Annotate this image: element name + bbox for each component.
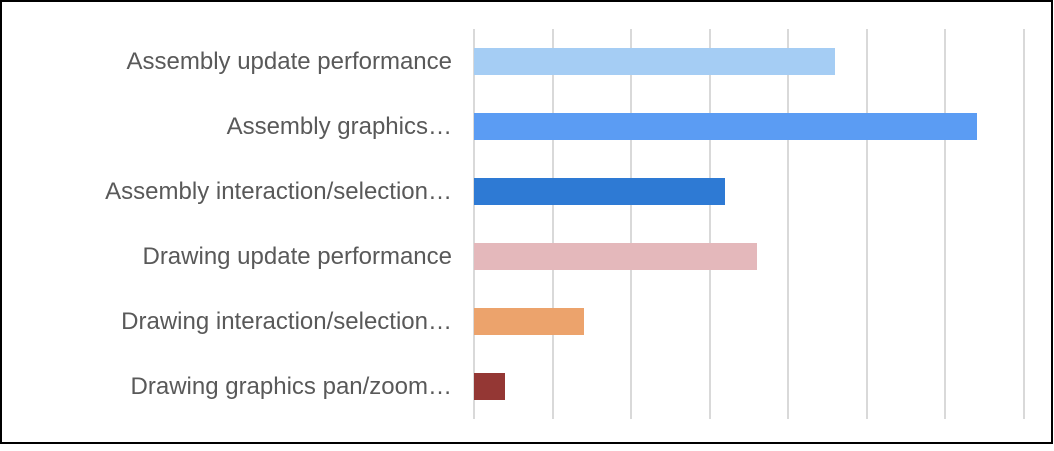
bar-series: [474, 29, 1026, 419]
gridline: [1023, 29, 1025, 419]
category-label: Drawing graphics pan/zoom…: [130, 372, 452, 400]
category-axis: Assembly update performance Assembly grap…: [0, 29, 462, 419]
bar-row: [474, 29, 1026, 94]
bar: [474, 113, 977, 140]
gridline: [630, 29, 633, 419]
bar: [474, 178, 726, 205]
gridline: [865, 29, 868, 419]
bar: [474, 48, 836, 75]
gridline: [473, 29, 475, 419]
gridline: [944, 29, 947, 419]
category-label: Assembly graphics…: [226, 112, 452, 140]
bar-row: [474, 354, 1026, 419]
category-label: Assembly interaction/selection…: [105, 177, 452, 205]
category-label: Drawing update performance: [142, 242, 452, 270]
gridline: [708, 29, 711, 419]
bar-row: [474, 159, 1026, 224]
gridline: [551, 29, 554, 419]
bar: [474, 243, 757, 270]
bar-row: [474, 94, 1026, 159]
gridline: [787, 29, 790, 419]
category-label: Drawing interaction/selection…: [121, 307, 452, 335]
bar: [474, 373, 506, 400]
plot-area: [473, 29, 1026, 419]
bar-row: [474, 289, 1026, 354]
bar-row: [474, 224, 1026, 289]
category-label: Assembly update performance: [126, 47, 453, 75]
bar: [474, 308, 584, 335]
